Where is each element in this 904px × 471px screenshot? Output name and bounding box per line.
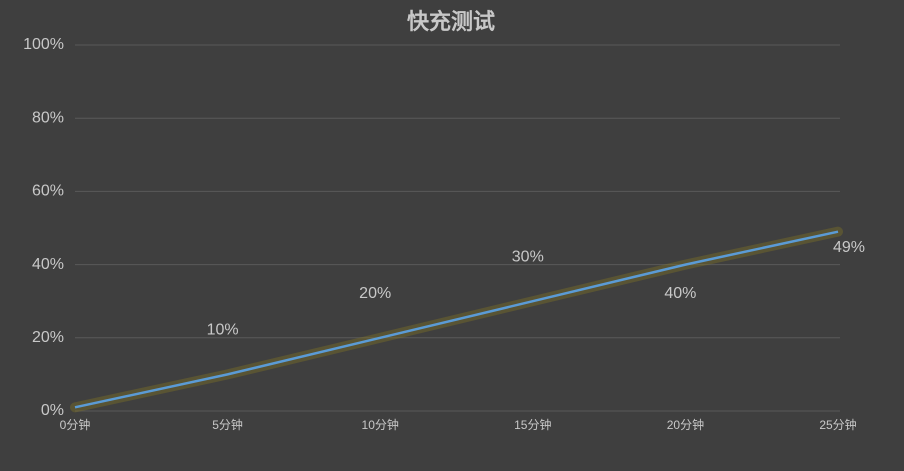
x-tick-label: 10分钟 xyxy=(362,417,399,432)
x-tick-label: 15分钟 xyxy=(514,417,551,432)
x-tick-label: 0分钟 xyxy=(60,417,91,432)
data-label: 49% xyxy=(833,239,865,256)
data-label: 20% xyxy=(359,285,391,302)
line xyxy=(74,230,839,409)
y-tick-label: 60% xyxy=(32,183,64,200)
y-tick-label: 80% xyxy=(32,109,64,126)
y-tick-label: 0% xyxy=(41,402,64,419)
data-label: 40% xyxy=(664,285,696,302)
x-tick-label: 20分钟 xyxy=(667,417,704,432)
x-tick-label: 5分钟 xyxy=(212,417,243,432)
y-tick-label: 100% xyxy=(23,36,64,53)
data-label: 30% xyxy=(512,248,544,265)
data-label: 10% xyxy=(207,322,239,339)
x-tick-label: 25分钟 xyxy=(819,417,856,432)
y-tick-label: 40% xyxy=(32,256,64,273)
y-tick-label: 20% xyxy=(32,329,64,346)
chart-title: 快充测试 xyxy=(407,9,495,34)
